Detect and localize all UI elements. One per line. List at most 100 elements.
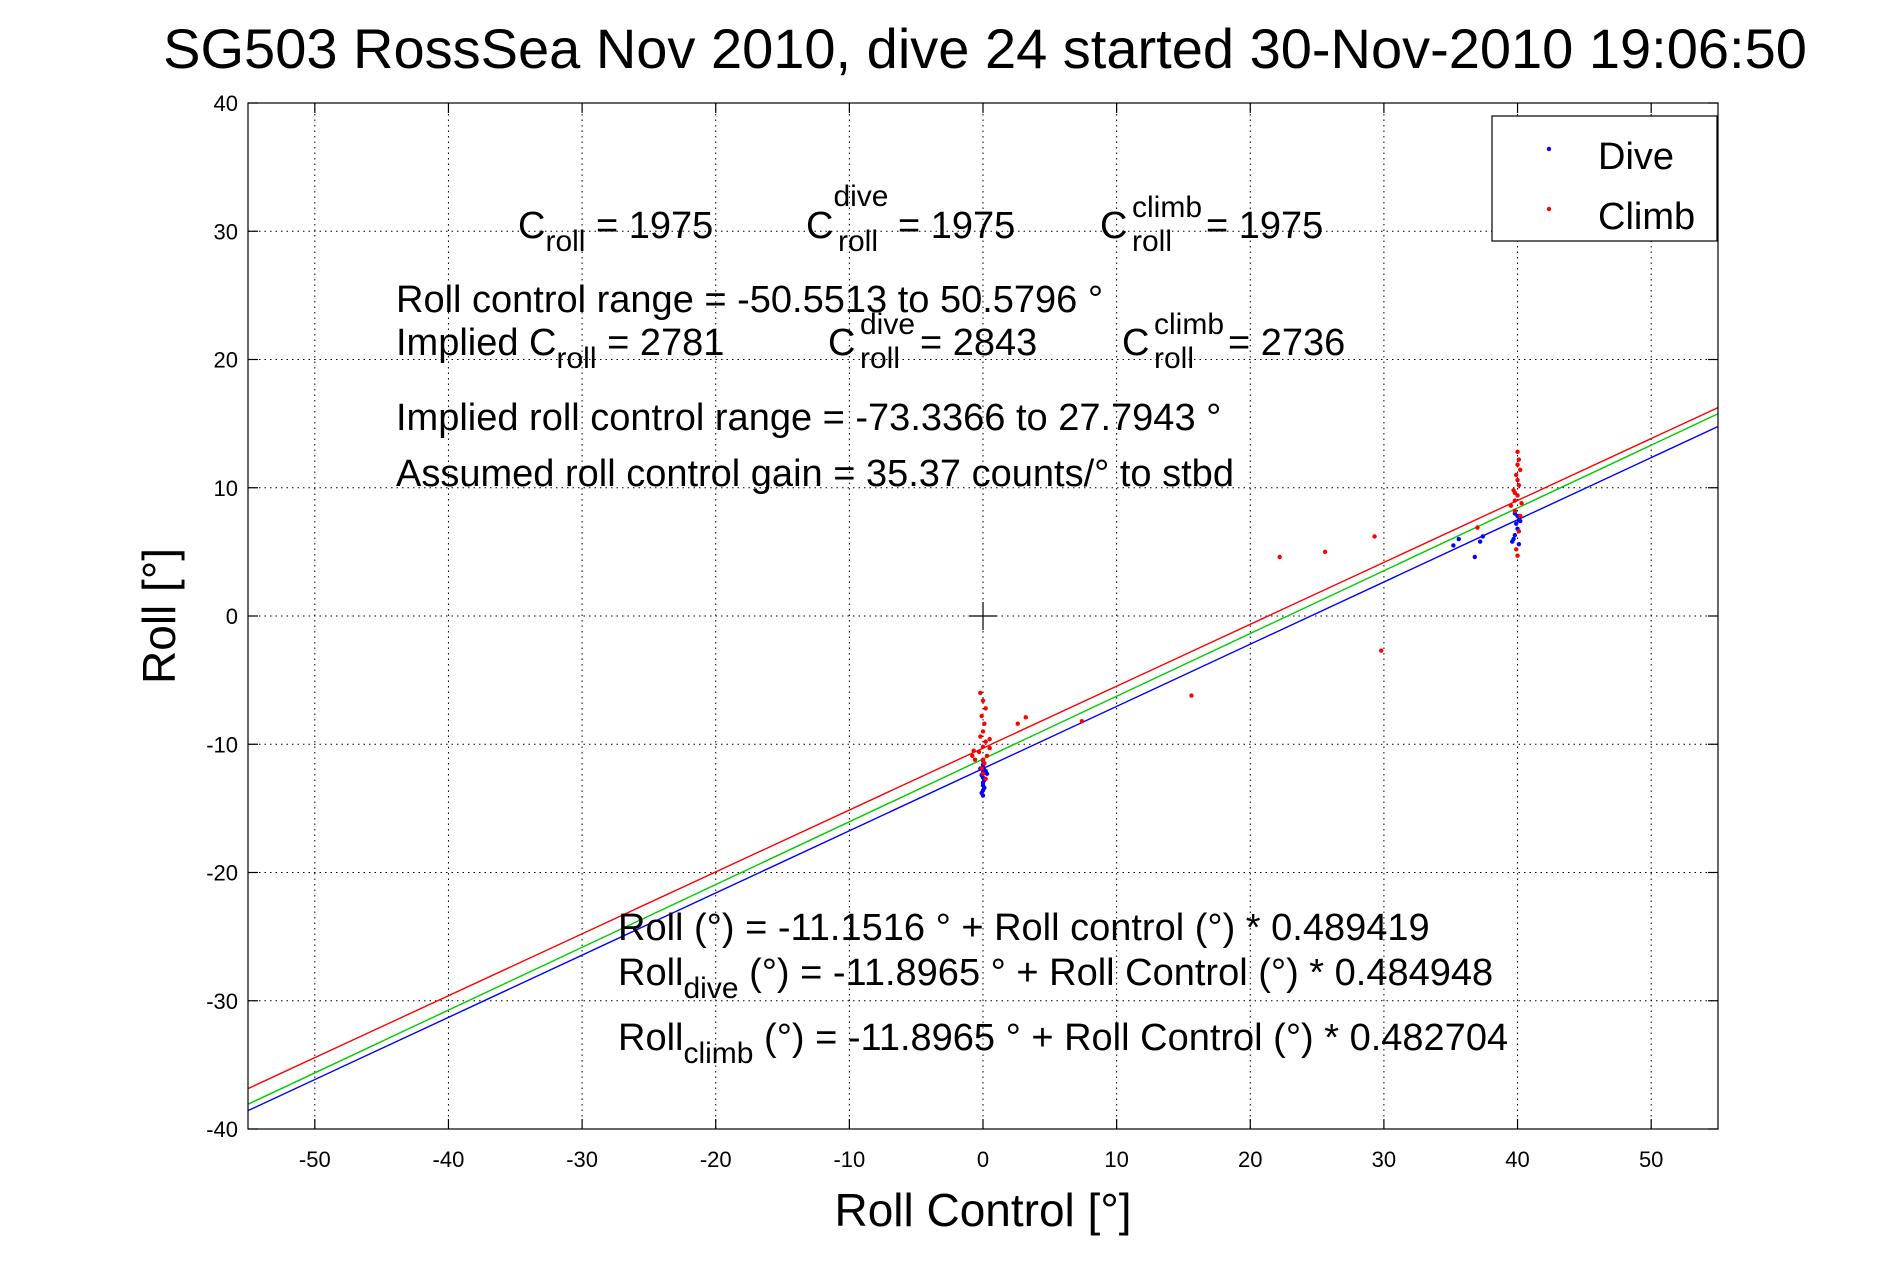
data-point-climb <box>1079 718 1085 724</box>
data-point-climb <box>980 757 986 762</box>
data-point-climb <box>1515 462 1520 467</box>
annotation-implied-cclimb-val: = 2736 <box>1228 322 1345 364</box>
data-point-climb <box>1516 482 1522 488</box>
x-tick-label: 0 <box>977 1147 989 1172</box>
chart-title: SG503 RossSea Nov 2010, dive 24 started … <box>163 17 1807 80</box>
x-tick-label: -10 <box>833 1147 865 1172</box>
data-point-climb <box>1277 554 1282 560</box>
data-point-dive <box>980 793 986 798</box>
annotation-implied-row: Implied Croll = 2781 C dive roll = 2843 … <box>396 308 1345 375</box>
data-point-climb <box>982 721 987 726</box>
x-tick-label: 40 <box>1505 1147 1529 1172</box>
y-tick-label: 0 <box>226 604 238 629</box>
data-point-climb <box>1515 449 1520 455</box>
annotation-cdive: Cdive <box>806 180 889 247</box>
data-point-dive <box>1518 518 1523 524</box>
data-point-climb <box>1516 457 1522 462</box>
annotation-fit-roll: Roll (°) = -11.1516 ° + Roll control (°)… <box>618 907 1430 949</box>
data-point-climb <box>1512 490 1518 496</box>
legend-climb-marker <box>1546 206 1552 212</box>
data-point-climb <box>979 766 984 771</box>
y-tick-label: -30 <box>206 989 238 1014</box>
data-point-dive <box>1456 536 1461 542</box>
data-point-climb <box>983 706 988 711</box>
data-point-climb <box>976 749 982 755</box>
data-point-climb <box>983 776 988 782</box>
data-point-dive <box>1512 533 1518 538</box>
data-point-climb <box>1519 500 1524 506</box>
data-point-climb <box>1518 513 1523 519</box>
data-point-dive <box>1514 521 1519 526</box>
grid-lines <box>248 102 1718 1130</box>
data-point-climb <box>1015 721 1020 726</box>
data-point-climb <box>1379 648 1384 653</box>
data-point-dive <box>1477 539 1483 544</box>
x-tick-label: -20 <box>700 1147 732 1172</box>
annotation-croll-row: Croll = 1975 Cdive roll = 1975 C climb r… <box>518 180 1323 258</box>
annotation-cdive-val: = 1975 <box>898 205 1015 247</box>
annotation-fit-dive: Rolldive (°) = -11.8965 ° + Roll Control… <box>618 952 1493 1005</box>
data-point-climb <box>987 736 992 742</box>
annotation-cclimb: C <box>1100 205 1127 247</box>
data-point-climb <box>984 753 990 758</box>
data-point-climb <box>1512 498 1518 503</box>
legend-dive-label: Dive <box>1598 136 1674 178</box>
data-point-climb <box>1475 525 1480 530</box>
y-tick-label: 30 <box>214 219 238 244</box>
data-point-climb <box>1518 467 1523 472</box>
data-point-climb <box>980 698 986 703</box>
data-point-dive <box>1472 554 1477 560</box>
data-point-climb <box>980 771 986 776</box>
annotation-cclimb-sup: climb <box>1132 191 1202 224</box>
data-point-climb <box>1512 508 1518 514</box>
data-point-climb <box>971 748 976 753</box>
data-points <box>970 449 1524 798</box>
data-point-dive <box>984 771 990 776</box>
data-point-climb <box>980 744 986 750</box>
annotation-implied-croll: Implied Croll = 2781 <box>396 322 724 375</box>
annotation-implied-cclimb-sup: climb <box>1154 308 1224 341</box>
annotation-implied-cdive-sub: roll <box>860 342 900 375</box>
x-tick-label: -30 <box>566 1147 598 1172</box>
data-point-climb <box>972 757 978 762</box>
data-point-climb <box>1322 549 1328 555</box>
annotation-implied-cclimb-sub: roll <box>1154 342 1194 375</box>
y-tick-label: -20 <box>206 861 238 886</box>
y-tick-label: 10 <box>214 476 238 501</box>
x-axis-label: Roll Control [°] <box>834 1184 1131 1236</box>
data-point-dive <box>1516 541 1522 547</box>
annotation-cclimb-sub: roll <box>1132 225 1172 258</box>
data-point-climb <box>1514 472 1519 478</box>
data-point-climb <box>1514 547 1519 552</box>
annotation-implied-cdive-sup: dive <box>860 308 915 341</box>
data-point-climb <box>982 761 987 766</box>
data-point-climb <box>978 690 983 696</box>
annotation-implied-cdive-val: = 2843 <box>920 322 1037 364</box>
data-point-climb <box>1508 503 1514 508</box>
data-point-climb <box>1023 715 1028 720</box>
data-point-dive <box>1451 543 1456 548</box>
legend-dive-marker <box>1546 146 1552 152</box>
annotation-gain: Assumed roll control gain = 35.37 counts… <box>396 453 1234 495</box>
x-tick-label: 10 <box>1104 1147 1128 1172</box>
annotation-implied-cdive: C <box>828 322 855 364</box>
x-tick-label: -40 <box>433 1147 465 1172</box>
annotation-cdive-sub: roll <box>838 225 878 258</box>
data-point-climb <box>1516 529 1522 534</box>
y-tick-label: -10 <box>206 732 238 757</box>
y-axis-label: Roll [°] <box>133 548 185 684</box>
legend-box <box>1491 115 1718 242</box>
data-point-climb <box>970 753 975 758</box>
data-point-climb <box>980 729 986 734</box>
legend: Dive Climb <box>1491 115 1718 242</box>
data-point-climb <box>978 734 983 739</box>
annotation-implied-cclimb: C <box>1122 322 1149 364</box>
data-point-climb <box>983 739 988 744</box>
data-point-climb <box>1515 477 1520 483</box>
data-point-climb <box>1515 553 1520 558</box>
data-point-climb <box>987 745 992 751</box>
data-point-dive <box>1480 534 1486 539</box>
y-tick-label: -40 <box>206 1117 238 1142</box>
x-tick-label: 30 <box>1372 1147 1396 1172</box>
